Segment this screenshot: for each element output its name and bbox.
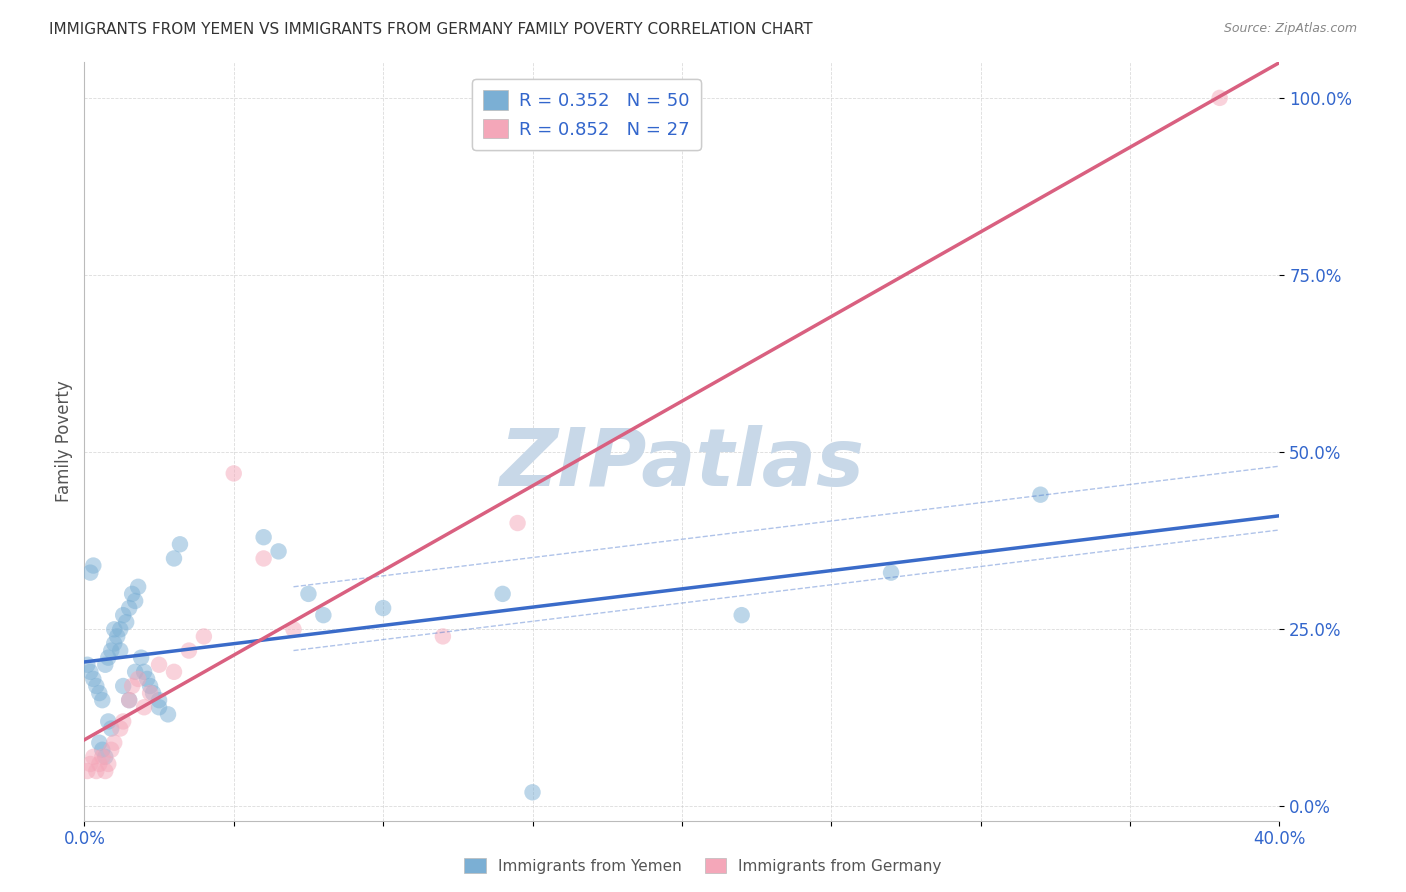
- Point: [112, 714, 135, 729]
- Point: [222, 467, 245, 481]
- Point: [118, 693, 141, 707]
- Point: [118, 601, 141, 615]
- Point: [89, 686, 111, 700]
- Point: [82, 672, 104, 686]
- Point: [112, 679, 135, 693]
- Point: [82, 558, 104, 573]
- Point: [177, 643, 200, 657]
- Point: [110, 623, 132, 637]
- Point: [86, 764, 108, 778]
- Point: [91, 750, 114, 764]
- Point: [163, 665, 186, 679]
- Point: [121, 679, 143, 693]
- Point: [148, 700, 170, 714]
- Point: [112, 608, 135, 623]
- Point: [76, 657, 98, 672]
- Point: [127, 672, 149, 686]
- Point: [118, 693, 141, 707]
- Point: [110, 643, 132, 657]
- Point: [492, 587, 515, 601]
- Text: IMMIGRANTS FROM YEMEN VS IMMIGRANTS FROM GERMANY FAMILY POVERTY CORRELATION CHAR: IMMIGRANTS FROM YEMEN VS IMMIGRANTS FROM…: [49, 22, 813, 37]
- Point: [124, 594, 146, 608]
- Point: [880, 566, 903, 580]
- Point: [103, 636, 125, 650]
- Text: Source: ZipAtlas.com: Source: ZipAtlas.com: [1223, 22, 1357, 36]
- Point: [522, 785, 544, 799]
- Point: [163, 551, 186, 566]
- Point: [506, 516, 529, 530]
- Point: [82, 750, 104, 764]
- Point: [115, 615, 138, 630]
- Point: [283, 623, 305, 637]
- Text: ZIPatlas: ZIPatlas: [499, 425, 865, 503]
- Point: [132, 665, 156, 679]
- Point: [253, 551, 276, 566]
- Point: [1029, 488, 1052, 502]
- Legend: Immigrants from Yemen, Immigrants from Germany: Immigrants from Yemen, Immigrants from G…: [458, 852, 948, 880]
- Point: [79, 665, 101, 679]
- Point: [139, 686, 162, 700]
- Point: [94, 657, 117, 672]
- Point: [94, 764, 117, 778]
- Point: [91, 743, 114, 757]
- Point: [89, 756, 111, 771]
- Point: [142, 686, 165, 700]
- Point: [148, 657, 170, 672]
- Point: [169, 537, 191, 551]
- Point: [312, 608, 335, 623]
- Point: [127, 580, 149, 594]
- Point: [100, 743, 122, 757]
- Point: [148, 693, 170, 707]
- Point: [373, 601, 395, 615]
- Point: [132, 700, 156, 714]
- Point: [97, 756, 120, 771]
- Point: [89, 736, 111, 750]
- Point: [76, 764, 98, 778]
- Point: [100, 643, 122, 657]
- Point: [267, 544, 290, 558]
- Point: [731, 608, 754, 623]
- Point: [121, 587, 143, 601]
- Point: [193, 629, 215, 643]
- Point: [157, 707, 180, 722]
- Point: [1209, 91, 1232, 105]
- Point: [105, 629, 128, 643]
- Point: [86, 679, 108, 693]
- Point: [139, 679, 162, 693]
- Point: [91, 693, 114, 707]
- Point: [124, 665, 146, 679]
- Point: [110, 722, 132, 736]
- Point: [97, 650, 120, 665]
- Legend: R = 0.352   N = 50, R = 0.852   N = 27: R = 0.352 N = 50, R = 0.852 N = 27: [472, 79, 700, 150]
- Point: [253, 530, 276, 544]
- Point: [103, 736, 125, 750]
- Point: [100, 722, 122, 736]
- Point: [79, 756, 101, 771]
- Y-axis label: Family Poverty: Family Poverty: [55, 381, 73, 502]
- Point: [103, 623, 125, 637]
- Point: [79, 566, 101, 580]
- Point: [297, 587, 319, 601]
- Point: [129, 650, 152, 665]
- Point: [136, 672, 159, 686]
- Point: [94, 750, 117, 764]
- Point: [432, 629, 454, 643]
- Point: [97, 714, 120, 729]
